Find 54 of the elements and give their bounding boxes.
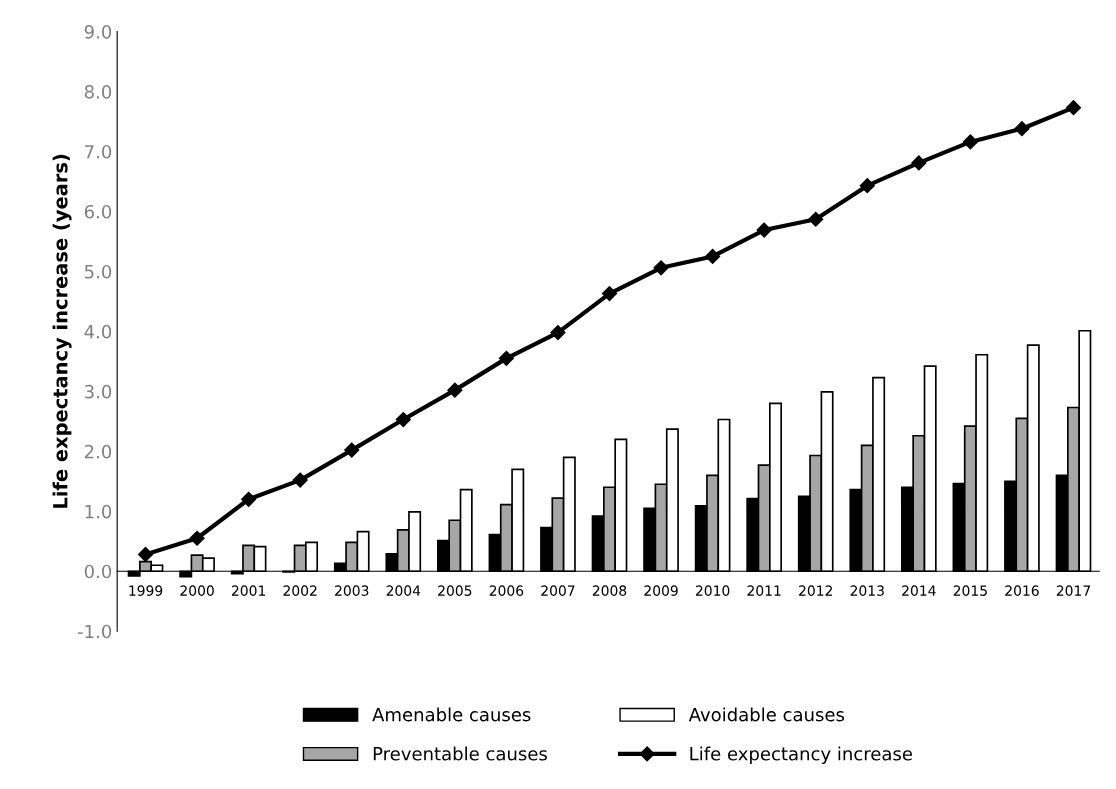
y-tick-label: 5.0 (85, 264, 112, 279)
x-tick-label: 2009 (644, 585, 678, 596)
point (705, 248, 721, 264)
y-tick-label: 7.0 (85, 144, 112, 159)
point (808, 211, 824, 227)
y-tick-label: 8.0 (84, 84, 112, 99)
x-tick-label: 2008 (592, 585, 627, 596)
point (653, 260, 669, 276)
x-tick-label: 2015 (953, 585, 987, 596)
y-axis-title: Life expectancy increase (years) (52, 154, 72, 508)
x-tick-label: 2017 (1056, 585, 1090, 596)
point (292, 472, 308, 488)
x-tick-label: 2002 (283, 585, 317, 596)
point (962, 134, 978, 150)
legend-label: Preventable causes (373, 746, 547, 761)
x-tick-label: 1999 (129, 585, 163, 596)
legend-label: Life expectancy increase (690, 746, 912, 765)
x-tick-label: 2016 (1005, 585, 1039, 596)
y-tick-label: 0.0 (84, 564, 112, 579)
y-tick-label: 9.0 (84, 25, 112, 39)
x-tick-label: 2004 (386, 585, 421, 596)
x-tick-label: 2005 (438, 585, 472, 596)
x-tick-label: 2007 (541, 585, 575, 596)
x-tick-label: 2010 (695, 585, 730, 596)
point (550, 325, 566, 341)
point (447, 382, 463, 398)
x-tick-label: 2011 (747, 585, 781, 596)
y-tick-label: 1.0 (85, 504, 112, 519)
point (137, 546, 154, 563)
point (1014, 121, 1030, 137)
x-tick-label: 2006 (489, 585, 524, 596)
point (1065, 100, 1082, 116)
point (344, 442, 360, 458)
y-tick-label: 4.0 (84, 324, 112, 339)
x-tick-label: 2003 (335, 585, 369, 596)
x-tick-label: 2013 (850, 585, 884, 596)
legend-label: Avoidable causes (688, 707, 845, 722)
point (601, 286, 618, 302)
x-tick-label: 2014 (902, 585, 936, 596)
x-tick-label: 2000 (180, 585, 214, 596)
point (911, 155, 927, 171)
x-tick-label: 2012 (799, 585, 832, 596)
point (395, 411, 411, 428)
x-tick-label: 2001 (231, 585, 266, 596)
y-tick-label: -1.0 (77, 624, 112, 639)
point (189, 530, 205, 546)
legend-label: Amenable causes (372, 707, 531, 722)
y-tick-label: 6.0 (84, 204, 112, 219)
y-tick-label: 3.0 (84, 384, 112, 399)
point (859, 178, 875, 194)
point (756, 222, 772, 238)
point (498, 350, 514, 366)
y-tick-label: 2.0 (84, 444, 112, 459)
point (241, 491, 257, 507)
